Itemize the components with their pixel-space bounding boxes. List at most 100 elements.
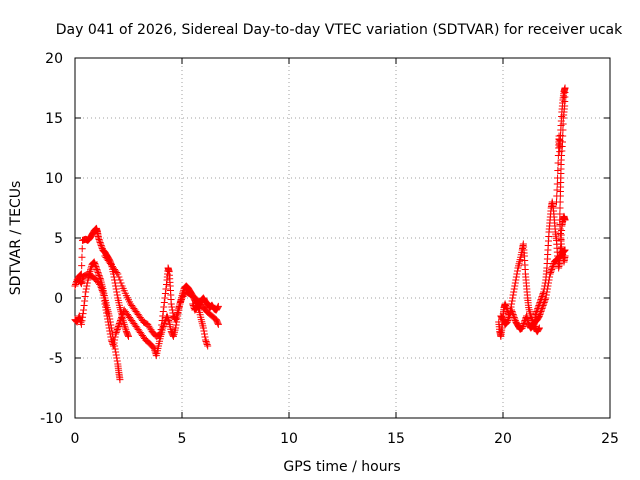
data-point-marker xyxy=(118,314,126,321)
data-point-marker xyxy=(513,267,521,275)
data-point-marker xyxy=(498,314,506,322)
data-point-marker xyxy=(124,331,132,339)
data-point-marker xyxy=(536,299,544,306)
data-point-marker xyxy=(509,291,517,299)
data-point-marker xyxy=(509,311,517,318)
data-point-marker xyxy=(511,279,519,287)
data-point-marker xyxy=(160,299,168,306)
y-tick-label: 10 xyxy=(45,171,63,187)
data-point-marker xyxy=(97,282,105,290)
data-point-marker xyxy=(504,315,512,323)
data-point-marker xyxy=(503,305,511,312)
data-point-marker xyxy=(116,318,124,326)
data-point-marker xyxy=(91,261,99,269)
data-point-marker xyxy=(79,310,87,318)
data-point-marker xyxy=(203,339,211,347)
data-point-marker xyxy=(531,312,539,320)
data-point-marker xyxy=(200,330,208,338)
data-point-marker xyxy=(100,294,108,302)
data-point-marker xyxy=(125,332,132,340)
data-point-marker xyxy=(78,313,86,321)
data-point-marker xyxy=(168,306,176,314)
x-axis-label: GPS time / hours xyxy=(283,459,400,475)
data-point-marker xyxy=(161,294,169,302)
data-point-marker xyxy=(556,198,564,206)
data-point-marker xyxy=(176,299,184,306)
data-point-marker xyxy=(72,281,80,288)
data-point-marker xyxy=(115,321,123,329)
data-point-marker xyxy=(501,300,509,308)
data-point-marker xyxy=(214,302,222,310)
data-point-marker xyxy=(510,314,518,321)
data-point-marker xyxy=(94,269,102,276)
data-point-marker xyxy=(511,315,519,323)
data-point-marker xyxy=(104,315,112,323)
data-point-marker xyxy=(81,293,89,300)
axis-ticks xyxy=(74,57,611,419)
data-point-marker xyxy=(214,319,222,327)
data-point-marker xyxy=(109,341,117,348)
data-point-marker xyxy=(540,285,548,293)
series-trace-b xyxy=(71,224,132,340)
data-point-marker xyxy=(548,266,556,273)
data-point-marker xyxy=(539,290,547,297)
data-point-marker xyxy=(95,272,103,279)
data-point-marker xyxy=(78,245,86,253)
data-point-marker xyxy=(96,281,104,288)
data-point-marker xyxy=(103,312,111,320)
data-points xyxy=(71,84,569,384)
data-point-marker xyxy=(520,320,528,327)
data-point-marker xyxy=(539,291,547,299)
data-point-marker xyxy=(510,312,518,320)
data-point-marker xyxy=(121,322,129,330)
x-tick-label: 25 xyxy=(601,431,619,447)
data-point-marker xyxy=(113,327,121,335)
data-point-marker xyxy=(519,321,527,329)
data-point-marker xyxy=(504,317,512,324)
data-point-marker xyxy=(144,320,152,328)
data-point-marker xyxy=(534,326,542,334)
data-point-marker xyxy=(77,280,85,288)
data-point-marker xyxy=(200,327,208,335)
data-point-marker xyxy=(92,264,100,272)
data-point-marker xyxy=(537,296,545,303)
y-tick-label: -5 xyxy=(49,351,63,367)
data-point-marker xyxy=(204,342,212,350)
data-point-marker xyxy=(111,279,119,287)
data-point-marker xyxy=(159,324,167,332)
data-point-marker xyxy=(115,273,123,281)
data-point-marker xyxy=(165,317,173,324)
data-point-marker xyxy=(162,285,170,293)
data-point-marker xyxy=(112,329,120,336)
data-point-marker xyxy=(81,297,89,305)
data-point-marker xyxy=(78,278,86,286)
data-point-marker xyxy=(157,326,165,333)
grid-lines xyxy=(75,58,610,418)
data-point-marker xyxy=(111,333,119,341)
data-point-marker xyxy=(90,258,98,266)
data-point-marker xyxy=(98,287,106,294)
data-point-marker xyxy=(535,324,543,332)
data-point-marker xyxy=(536,297,544,305)
data-point-marker xyxy=(95,234,103,242)
y-tick-label: 20 xyxy=(45,51,63,67)
data-point-marker xyxy=(112,348,120,356)
data-point-marker xyxy=(111,345,119,353)
data-point-marker xyxy=(121,324,129,332)
data-point-marker xyxy=(114,324,122,332)
series-trace-c xyxy=(75,270,212,360)
data-point-marker xyxy=(535,300,543,308)
data-point-marker xyxy=(554,159,562,167)
series-trace-e xyxy=(189,294,222,314)
y-tick-label: 5 xyxy=(54,231,63,247)
data-point-marker xyxy=(82,285,90,293)
data-point-marker xyxy=(535,302,543,309)
data-point-marker xyxy=(214,303,222,311)
data-point-marker xyxy=(105,321,113,329)
data-point-marker xyxy=(112,285,120,293)
data-point-marker xyxy=(161,290,169,297)
data-point-marker xyxy=(534,305,542,312)
data-point-marker xyxy=(541,279,549,287)
data-point-marker xyxy=(553,180,561,188)
data-point-marker xyxy=(172,321,180,329)
